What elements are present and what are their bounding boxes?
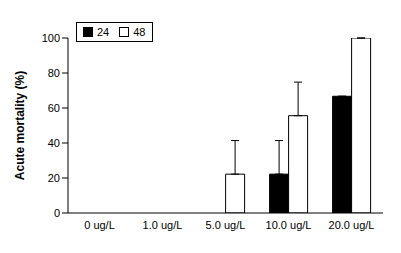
svg-text:20: 20 [48,172,60,184]
svg-text:0 ug/L: 0 ug/L [84,219,115,231]
svg-text:40: 40 [48,137,60,149]
svg-text:5.0 ug/L: 5.0 ug/L [206,219,246,231]
svg-text:10.0 ug/L: 10.0 ug/L [266,219,312,231]
html-text:24: 24 [97,26,110,38]
svg-text:60: 60 [48,102,60,114]
svg-text:20.0 ug/L: 20.0 ug/L [329,219,375,231]
svg-text:1.0 ug/L: 1.0 ug/L [143,219,183,231]
svg-text:0: 0 [54,207,60,219]
svg-text:80: 80 [48,67,60,79]
svg-text:Acute mortality (%): Acute mortality (%) [13,71,27,180]
svg-text:100: 100 [42,32,60,44]
html-text:48: 48 [133,26,146,38]
